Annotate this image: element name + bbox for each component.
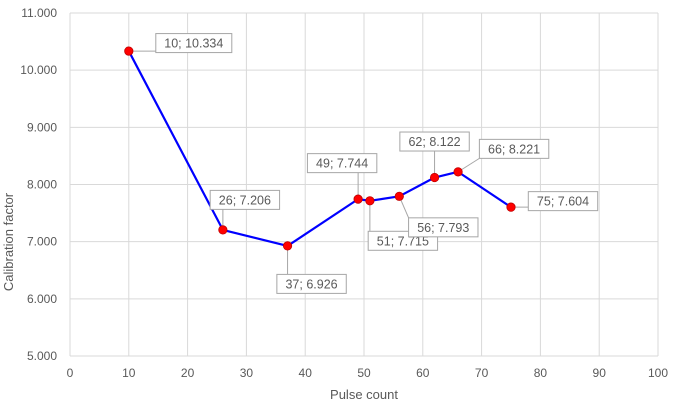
data-labels: 10; 10.334 26; 7.206 37; 6.926 49; 7.744 51;… <box>155 33 599 294</box>
x-tick-label: 0 <box>67 366 74 380</box>
y-tick-label: 10.000 <box>20 63 57 77</box>
y-tick-label: 11.000 <box>21 6 57 20</box>
y-tick-label: 5.000 <box>27 349 57 363</box>
data-point <box>429 172 440 183</box>
data-label: 37; 6.926 <box>285 277 337 291</box>
data-label-box <box>209 189 281 210</box>
data-series <box>124 46 516 251</box>
x-tick-label: 100 <box>648 366 668 380</box>
data-point <box>506 202 516 212</box>
data-point <box>282 241 293 251</box>
y-tick-label: 9.000 <box>27 120 57 134</box>
y-axis-title: Calibration factor <box>1 192 16 291</box>
data-point <box>453 167 463 177</box>
data-label-box <box>306 153 378 174</box>
data-point <box>218 225 228 235</box>
data-label: 51; 7.715 <box>377 234 429 248</box>
y-tick-label: 8.000 <box>27 178 57 192</box>
data-point <box>353 194 363 204</box>
x-axis-title: Pulse count <box>330 387 398 402</box>
x-tick-label: 90 <box>593 366 607 380</box>
data-label: 49; 7.744 <box>316 157 368 171</box>
data-point <box>394 191 404 201</box>
data-point <box>124 46 134 56</box>
x-tick-label: 40 <box>299 366 313 380</box>
data-label: 75; 7.604 <box>537 195 589 209</box>
data-label: 56; 7.793 <box>417 221 469 235</box>
data-label-box <box>276 273 347 294</box>
x-tick-label: 20 <box>181 366 195 380</box>
data-label-box <box>527 191 599 212</box>
x-tick-label: 70 <box>475 366 489 380</box>
data-label-box <box>478 138 550 159</box>
x-tick-label: 80 <box>534 366 548 380</box>
y-tick-label: 7.000 <box>27 235 57 249</box>
x-tick-label: 50 <box>357 366 371 380</box>
data-label: 62; 8.122 <box>408 135 460 149</box>
data-label-box <box>155 33 233 54</box>
data-label: 66; 8.221 <box>488 142 540 156</box>
data-point <box>365 196 375 206</box>
x-tick-label: 60 <box>416 366 430 380</box>
gridlines <box>69 12 659 357</box>
x-tick-label: 30 <box>240 366 254 380</box>
data-label-box <box>408 217 479 238</box>
y-tick-label: 6.000 <box>27 292 57 306</box>
x-tick-label: 10 <box>122 366 136 380</box>
y-axis-tick-labels: 5.000 6.000 7.000 8.000 9.000 10.000 11.000 <box>20 6 57 363</box>
data-label: 26; 7.206 <box>219 193 271 207</box>
data-label-box <box>399 131 470 152</box>
data-label: 10; 10.334 <box>164 37 223 51</box>
x-axis-tick-labels: 0 10 20 30 40 50 60 70 80 90 100 <box>67 366 669 380</box>
